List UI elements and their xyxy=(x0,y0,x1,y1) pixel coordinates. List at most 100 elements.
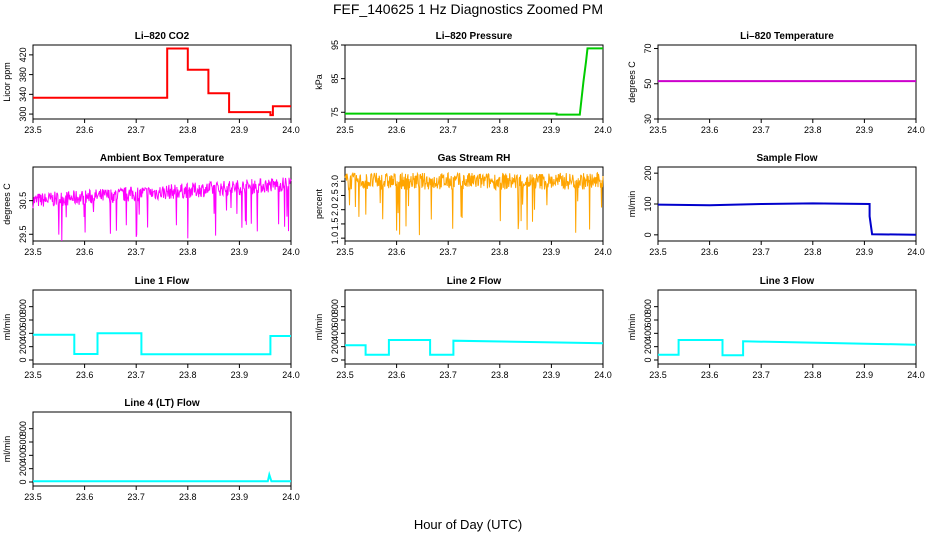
chart-title-gas-stream-rh: Gas Stream RH xyxy=(438,153,511,164)
y-tick-label: 30 xyxy=(643,114,653,124)
x-tick-label: 23.6 xyxy=(388,247,406,257)
x-tick-label: 23.8 xyxy=(804,370,822,380)
y-tick-label: 400 xyxy=(18,326,28,341)
series-line xyxy=(658,339,917,357)
y-tick-label: 100 xyxy=(643,196,653,211)
y-tick-label: 85 xyxy=(330,74,340,84)
x-tick-label: 23.7 xyxy=(127,370,145,380)
y-tick-label: 2.0 xyxy=(330,203,340,216)
y-axis-label: ml/min xyxy=(627,191,637,218)
x-tick-label: 23.9 xyxy=(856,247,874,257)
x-tick-label: 24.0 xyxy=(282,247,300,257)
chart-panel-ambient-box-temperature: Ambient Box Temperature 23.5 23.6 23.7 23.8 2… xyxy=(2,153,300,257)
y-tick-label: 3.0 xyxy=(330,175,340,188)
x-tick-label: 23.5 xyxy=(24,125,42,135)
x-tick-label: 23.7 xyxy=(127,492,145,502)
y-tick-label: 0 xyxy=(643,232,653,237)
x-axis-label: Hour of Day (UTC) xyxy=(413,517,523,532)
x-tick-label: 23.7 xyxy=(439,125,457,135)
x-tick-label: 23.7 xyxy=(752,247,770,257)
chart-panel-li-820-temperature: Li–820 Temperature 23.5 23.6 23.7 23.8 23.9 24… xyxy=(627,31,925,135)
y-axis-label: degrees C xyxy=(627,61,637,103)
x-tick-label: 23.7 xyxy=(439,247,457,257)
x-tick-label: 23.5 xyxy=(649,125,667,135)
x-tick-label: 24.0 xyxy=(594,125,612,135)
y-tick-label: 50 xyxy=(643,79,653,89)
x-tick-label: 23.6 xyxy=(76,370,94,380)
x-tick-label: 23.8 xyxy=(804,125,822,135)
y-tick-label: 400 xyxy=(330,326,340,341)
plot-frame xyxy=(344,166,604,242)
x-tick-label: 23.7 xyxy=(752,370,770,380)
x-tick-label: 24.0 xyxy=(594,247,612,257)
x-tick-label: 23.7 xyxy=(127,125,145,135)
y-tick-label: 75 xyxy=(330,107,340,117)
x-tick-label: 23.9 xyxy=(231,247,249,257)
series-line xyxy=(344,171,604,236)
chart-panel-line-4-lt-flow: Line 4 (LT) Flow 23.5 23.6 23.7 23.8 23.9 24.0… xyxy=(2,398,300,502)
y-tick-label: 1.5 xyxy=(330,218,340,231)
y-axis-label: degrees C xyxy=(2,183,12,225)
x-tick-label: 23.9 xyxy=(231,492,249,502)
chart-title-line-2-flow: Line 2 Flow xyxy=(447,276,502,287)
chart-title-line-1-flow: Line 1 Flow xyxy=(135,276,190,287)
y-axis-label: ml/min xyxy=(2,436,12,463)
x-tick-label: 23.9 xyxy=(543,247,561,257)
x-tick-label: 23.6 xyxy=(388,370,406,380)
y-tick-label: 600 xyxy=(18,434,28,449)
x-tick-label: 23.6 xyxy=(701,125,719,135)
x-tick-label: 24.0 xyxy=(282,370,300,380)
page-title: FEF_140625 1 Hz Diagnostics Zoomed PM xyxy=(332,1,603,17)
y-tick-label: 1.0 xyxy=(330,232,340,245)
x-tick-label: 23.7 xyxy=(127,247,145,257)
x-tick-label: 23.9 xyxy=(231,370,249,380)
x-tick-label: 23.5 xyxy=(649,370,667,380)
x-tick-label: 23.9 xyxy=(856,125,874,135)
x-tick-label: 23.5 xyxy=(24,370,42,380)
x-tick-label: 23.5 xyxy=(336,247,354,257)
plot-frame xyxy=(32,411,292,487)
y-tick-label: 2.5 xyxy=(330,189,340,202)
y-tick-label: 400 xyxy=(18,448,28,463)
y-tick-label: 300 xyxy=(18,107,28,122)
y-tick-label: 800 xyxy=(18,299,28,314)
x-tick-label: 23.6 xyxy=(76,247,94,257)
x-tick-label: 23.6 xyxy=(76,125,94,135)
chart-title-sample-flow: Sample Flow xyxy=(756,153,817,164)
x-tick-label: 23.9 xyxy=(543,125,561,135)
y-tick-label: 420 xyxy=(18,47,28,62)
x-tick-label: 23.5 xyxy=(336,125,354,135)
x-tick-label: 23.8 xyxy=(179,492,197,502)
y-tick-label: 0 xyxy=(18,479,28,484)
y-axis-label: kPa xyxy=(314,74,324,90)
chart-title-li-820-temperature: Li–820 Temperature xyxy=(740,31,834,42)
x-tick-label: 23.6 xyxy=(388,125,406,135)
x-tick-label: 24.0 xyxy=(594,370,612,380)
y-tick-label: 800 xyxy=(330,299,340,314)
x-tick-label: 23.9 xyxy=(543,370,561,380)
y-tick-label: 200 xyxy=(643,339,653,354)
x-tick-label: 23.7 xyxy=(752,125,770,135)
x-tick-label: 23.8 xyxy=(179,370,197,380)
chart-panel-line-1-flow: Line 1 Flow 23.5 23.6 23.7 23.8 23.9 24.0 0 2004… xyxy=(2,276,300,380)
y-tick-label: 0 xyxy=(643,357,653,362)
plot-frame xyxy=(32,289,292,365)
plot-frame xyxy=(344,44,604,120)
y-tick-label: 800 xyxy=(643,299,653,314)
x-tick-label: 24.0 xyxy=(907,370,925,380)
series-line xyxy=(33,470,291,483)
plot-frame xyxy=(32,166,292,242)
y-tick-label: 200 xyxy=(18,339,28,354)
x-tick-label: 24.0 xyxy=(282,492,300,502)
y-tick-label: 200 xyxy=(330,339,340,354)
series-line xyxy=(32,177,292,242)
series-line xyxy=(33,47,291,117)
series-line xyxy=(33,332,291,356)
x-tick-label: 23.8 xyxy=(179,125,197,135)
y-tick-label: 30.5 xyxy=(18,192,28,210)
y-tick-label: 600 xyxy=(18,312,28,327)
chart-panel-line-2-flow: Line 2 Flow 23.5 23.6 23.7 23.8 23.9 24.0 0 2004… xyxy=(314,276,612,380)
series-line xyxy=(345,47,603,116)
y-tick-label: 800 xyxy=(18,421,28,436)
